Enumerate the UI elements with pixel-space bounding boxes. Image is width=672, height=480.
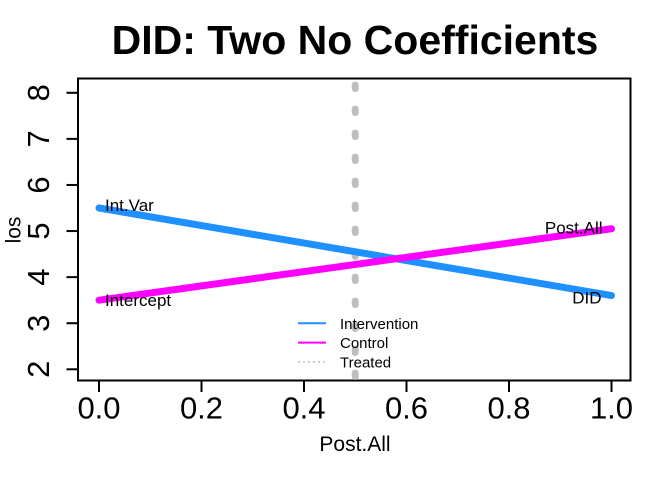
x-axis-title: Post.All bbox=[319, 433, 391, 456]
y-tick-label: 4 bbox=[21, 269, 56, 286]
y-tick-label: 3 bbox=[21, 315, 56, 332]
y-tick-label: 7 bbox=[21, 130, 56, 147]
x-tick-label: 0.8 bbox=[487, 391, 530, 426]
point-label-post-all: Post.All bbox=[545, 219, 603, 238]
x-tick-label: 0.2 bbox=[180, 391, 223, 426]
chart-title: DID: Two No Coefficients bbox=[111, 17, 599, 63]
point-label-did: DID bbox=[572, 289, 601, 308]
y-tick-label: 8 bbox=[21, 84, 56, 101]
x-tick-label: 0.6 bbox=[385, 391, 428, 426]
y-tick-label: 5 bbox=[21, 222, 56, 239]
plot-border bbox=[77, 77, 632, 382]
x-tick-label: 0.4 bbox=[282, 391, 325, 426]
y-tick-label: 2 bbox=[21, 361, 56, 378]
x-tick-label: 0.0 bbox=[77, 391, 120, 426]
point-label-int-var: Int.Var bbox=[105, 196, 154, 215]
legend-label-treated: Treated bbox=[340, 354, 391, 371]
series-line-control bbox=[95, 225, 615, 304]
y-tick-label: 6 bbox=[21, 176, 56, 193]
x-tick-label: 1.0 bbox=[590, 391, 633, 426]
point-label-intercept: Intercept bbox=[105, 291, 171, 310]
legend-label-control: Control bbox=[340, 335, 388, 352]
series-line-intervention bbox=[95, 204, 615, 300]
y-axis-title: los bbox=[2, 216, 26, 244]
legend-label-intervention: Intervention bbox=[340, 316, 418, 333]
